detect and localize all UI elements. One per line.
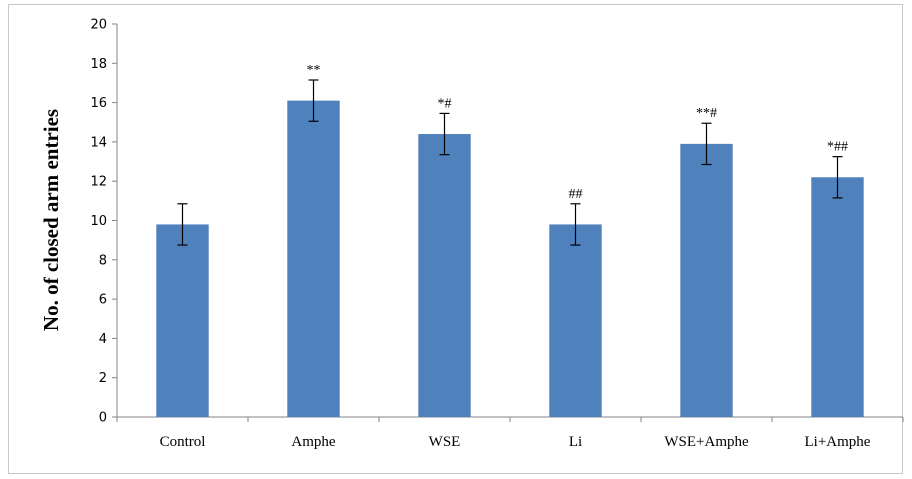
y-tick-label: 8 <box>99 253 107 268</box>
bars: ** *# ## **# *## <box>156 63 864 418</box>
x-tick-label: Li <box>569 434 582 450</box>
significance-label: ## <box>569 187 583 202</box>
significance-label: ** <box>307 63 321 78</box>
y-axis: 0 2 4 6 8 10 12 14 16 18 20 <box>90 18 118 426</box>
bar <box>811 177 864 417</box>
y-tick-label: 4 <box>99 332 107 347</box>
significance-label: **# <box>696 106 717 121</box>
x-tick-label: Li+Amphe <box>805 434 871 450</box>
bar <box>680 143 733 418</box>
x-tick-label: Amphe <box>291 434 336 450</box>
bar <box>287 100 340 417</box>
y-tick-label: 2 <box>99 371 107 386</box>
x-tick-label: Control <box>160 434 206 450</box>
y-tick-label: 18 <box>90 57 107 72</box>
y-tick-label: 14 <box>90 135 107 150</box>
y-tick-label: 0 <box>99 411 107 426</box>
y-axis-label: No. of closed arm entries <box>39 109 63 331</box>
significance-label: *# <box>438 96 452 111</box>
y-tick-label: 12 <box>90 175 107 190</box>
bar <box>156 224 209 417</box>
bar <box>549 224 602 417</box>
significance-label: *## <box>827 140 848 155</box>
x-tick-label: WSE <box>429 434 461 450</box>
y-tick-label: 10 <box>90 214 107 229</box>
bar <box>418 134 471 418</box>
y-tick-label: 20 <box>90 18 107 33</box>
x-axis: Control Amphe WSE Li WSE+Amphe Li+Amphe <box>116 416 904 450</box>
y-tick-label: 6 <box>99 293 107 308</box>
x-tick-label: WSE+Amphe <box>664 434 749 450</box>
y-tick-label: 16 <box>90 96 107 111</box>
